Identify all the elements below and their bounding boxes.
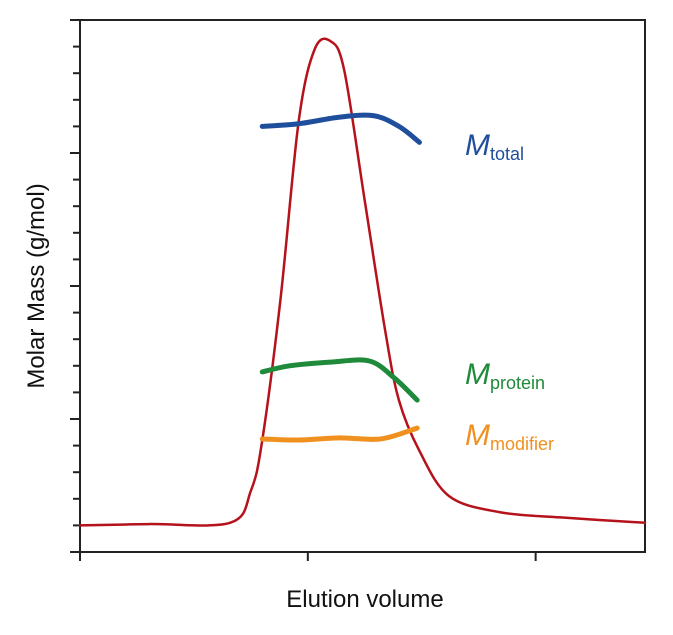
label-subscript: total [490, 144, 524, 164]
ticks [70, 19, 537, 561]
label-symbol: M [465, 129, 490, 162]
protein-curve [259, 357, 420, 403]
modifier-label: Mmodifier [465, 419, 554, 454]
y-axis-label: Molar Mass (g/mol) [23, 183, 50, 388]
x-axis-label: Elution volume [286, 586, 443, 613]
total-label: Mtotal [465, 129, 524, 164]
label-subscript: protein [490, 373, 545, 393]
protein-label: Mprotein [465, 358, 545, 393]
label-symbol: M [465, 358, 490, 391]
label-symbol: M [465, 419, 490, 452]
label-subscript: modifier [490, 434, 554, 454]
peak-curve [78, 37, 647, 527]
total-curve [259, 112, 422, 145]
plot-frame [79, 19, 646, 553]
modifier-curve [259, 425, 420, 443]
series-lines [78, 37, 647, 527]
